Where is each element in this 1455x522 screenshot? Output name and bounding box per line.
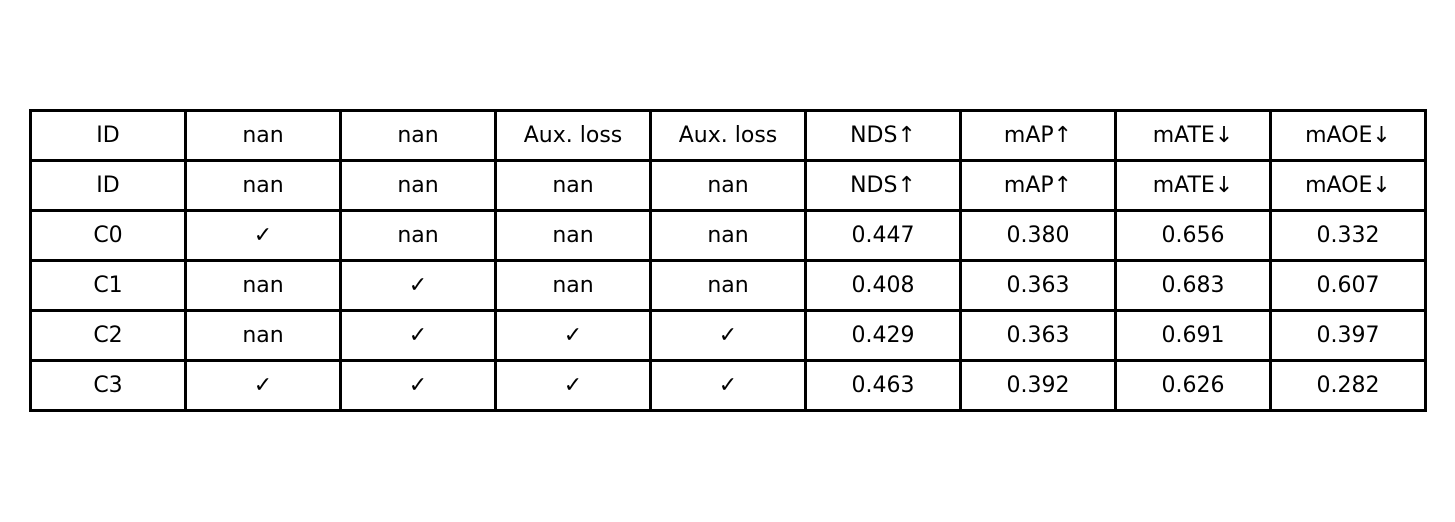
table-row: C0 ✓ nan nan nan 0.447 0.380 0.656 0.332 xyxy=(29,209,1427,262)
header-cell: mAP↑ xyxy=(959,109,1117,162)
table-cell: ✓ xyxy=(184,209,342,262)
table-cell: ✓ xyxy=(649,309,807,362)
header-cell: Aux. loss xyxy=(649,109,807,162)
table-cell: nan xyxy=(494,159,652,212)
table-cell: 0.429 xyxy=(804,309,962,362)
results-table-container: ID nan nan Aux. loss Aux. loss NDS↑ mAP↑ mATE↓ m… xyxy=(29,109,1427,412)
header-row: ID nan nan Aux. loss Aux. loss NDS↑ mAP↑ mATE↓ m… xyxy=(29,109,1427,162)
table-cell: 0.683 xyxy=(1114,259,1272,312)
table-cell: C0 xyxy=(29,209,187,262)
table-cell: 0.691 xyxy=(1114,309,1272,362)
table-cell: 0.380 xyxy=(959,209,1117,262)
table-cell: ✓ xyxy=(184,359,342,412)
table-cell: nan xyxy=(649,159,807,212)
table-row: C3 ✓ ✓ ✓ ✓ 0.463 0.392 0.626 0.282 xyxy=(29,359,1427,412)
table-cell: ✓ xyxy=(494,309,652,362)
header-cell: mATE↓ xyxy=(1114,109,1272,162)
header-cell: mAOE↓ xyxy=(1269,109,1427,162)
table-cell: nan xyxy=(339,209,497,262)
table-cell: nan xyxy=(494,259,652,312)
header-cell: ID xyxy=(29,109,187,162)
table-cell: mAOE↓ xyxy=(1269,159,1427,212)
table-cell: NDS↑ xyxy=(804,159,962,212)
header-cell: Aux. loss xyxy=(494,109,652,162)
table-cell: nan xyxy=(339,159,497,212)
table-cell: nan xyxy=(649,209,807,262)
table-cell: mATE↓ xyxy=(1114,159,1272,212)
table-cell: ✓ xyxy=(494,359,652,412)
table-row: C2 nan ✓ ✓ ✓ 0.429 0.363 0.691 0.397 xyxy=(29,309,1427,362)
table-cell: ✓ xyxy=(339,259,497,312)
table-cell: 0.392 xyxy=(959,359,1117,412)
table-cell: nan xyxy=(184,309,342,362)
table-cell: 0.447 xyxy=(804,209,962,262)
table-cell: 0.656 xyxy=(1114,209,1272,262)
table-cell: nan xyxy=(649,259,807,312)
table-cell: nan xyxy=(494,209,652,262)
table-row: C1 nan ✓ nan nan 0.408 0.363 0.683 0.607 xyxy=(29,259,1427,312)
results-table-body: ID nan nan Aux. loss Aux. loss NDS↑ mAP↑ mATE↓ m… xyxy=(29,109,1427,412)
table-cell: ✓ xyxy=(649,359,807,412)
table-cell: 0.332 xyxy=(1269,209,1427,262)
table-row: ID nan nan nan nan NDS↑ mAP↑ mATE↓ mAOE↓ xyxy=(29,159,1427,212)
table-cell: mAP↑ xyxy=(959,159,1117,212)
table-cell: 0.363 xyxy=(959,259,1117,312)
table-cell: ✓ xyxy=(339,359,497,412)
results-table: ID nan nan Aux. loss Aux. loss NDS↑ mAP↑ mATE↓ m… xyxy=(29,109,1427,412)
table-cell: ✓ xyxy=(339,309,497,362)
header-cell: nan xyxy=(184,109,342,162)
table-cell: 0.607 xyxy=(1269,259,1427,312)
table-cell: 0.363 xyxy=(959,309,1117,362)
table-cell: C1 xyxy=(29,259,187,312)
table-cell: 0.282 xyxy=(1269,359,1427,412)
table-cell: ID xyxy=(29,159,187,212)
table-cell: C2 xyxy=(29,309,187,362)
table-cell: 0.408 xyxy=(804,259,962,312)
table-cell: nan xyxy=(184,259,342,312)
header-cell: nan xyxy=(339,109,497,162)
header-cell: NDS↑ xyxy=(804,109,962,162)
table-cell: 0.463 xyxy=(804,359,962,412)
table-cell: 0.626 xyxy=(1114,359,1272,412)
table-cell: C3 xyxy=(29,359,187,412)
table-cell: nan xyxy=(184,159,342,212)
table-cell: 0.397 xyxy=(1269,309,1427,362)
